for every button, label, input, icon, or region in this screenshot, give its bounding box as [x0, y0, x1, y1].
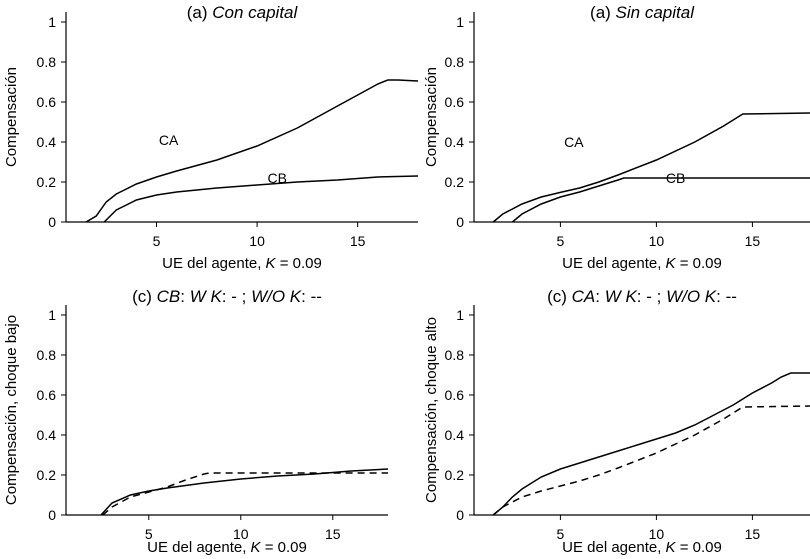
x-tick-label: 15 [745, 526, 761, 542]
y-tick-label: 0.8 [445, 347, 465, 363]
x-axis-label-italic: K [666, 539, 677, 556]
series-annotation: CB [666, 170, 685, 186]
series-line-w-o-k [102, 472, 388, 516]
chart-title-part-1: CB [157, 287, 181, 306]
x-tick-label: 5 [557, 526, 565, 542]
chart-title-part-0: (c) [547, 287, 572, 306]
y-tick-label: 1 [48, 307, 56, 323]
chart-title: (c) CB: W K: - ; W/O K: -- [132, 287, 322, 306]
chart-title-part-6: : -- [716, 287, 737, 306]
y-tick-label: 0.6 [445, 387, 465, 403]
chart-title-part-2: : [595, 287, 604, 306]
y-tick-label: 0.8 [37, 347, 57, 363]
x-axis-label-prefix: UE del agente, [562, 255, 665, 272]
x-axis-label: UE del agente, K = 0.09 [147, 539, 307, 556]
y-tick-label: 0 [48, 214, 56, 230]
x-tick-label: 10 [649, 233, 665, 249]
x-axis-label: UE del agente, K = 0.09 [562, 255, 722, 272]
chart-title-italic: Sin capital [616, 3, 696, 22]
chart-title-part-5: W/O K [666, 287, 717, 306]
series-annotation: CA [564, 134, 584, 150]
x-tick-label: 15 [350, 233, 366, 249]
x-axis-label: UE del agente, K = 0.09 [562, 539, 722, 556]
chart-title: (a) Sin capital [590, 3, 695, 22]
x-tick-label: 15 [325, 526, 341, 542]
y-tick-label: 0.8 [37, 54, 57, 70]
chart-title: (c) CA: W K: - ; W/O K: -- [547, 287, 737, 306]
x-axis-label-prefix: UE del agente, [147, 539, 250, 556]
chart-title-part-0: (c) [132, 287, 157, 306]
series-annotation: CA [159, 132, 179, 148]
chart-panel-4: (c) CA: W K: - ; W/O K: -- 0 0.2 0.4 0.6 0.8 1… [423, 287, 810, 556]
chart-panel-3: (c) CB: W K: - ; W/O K: -- 0 0.2 0.4 0.6 0.8 1… [3, 287, 389, 556]
y-tick-label: 0 [456, 507, 464, 523]
x-tick-label: 15 [745, 233, 761, 249]
x-axis-label-suffix: = 0.09 [276, 255, 322, 272]
series-line-w-k [100, 468, 389, 516]
chart-title-prefix: (a) [187, 3, 213, 22]
x-axis-label-suffix: = 0.09 [261, 539, 307, 556]
y-tick-label: 0.2 [445, 467, 465, 483]
y-axis-label: Compensación, choque bajo [3, 315, 20, 505]
chart-title-part-4: : - ; [222, 287, 251, 306]
y-axis-label: Compensación [3, 67, 20, 167]
y-tick-label: 0.4 [445, 134, 465, 150]
y-tick-label: 0 [48, 507, 56, 523]
y-tick-label: 1 [48, 14, 56, 30]
y-tick-label: 0.4 [445, 427, 465, 443]
y-tick-label: 0.2 [37, 174, 57, 190]
x-tick-label: 5 [153, 233, 161, 249]
x-axis-label-suffix: = 0.09 [676, 255, 722, 272]
series-line-w-o-k [492, 405, 810, 516]
series-line-ca [492, 112, 810, 223]
x-axis-label-prefix: UE del agente, [562, 539, 665, 556]
x-axis-label: UE del agente, K = 0.09 [162, 255, 322, 272]
x-tick-label: 5 [145, 526, 153, 542]
chart-title: (a) Con capital [187, 3, 299, 22]
x-tick-label: 10 [249, 233, 265, 249]
x-tick-label: 5 [557, 233, 565, 249]
y-tick-label: 0.8 [445, 54, 465, 70]
y-tick-label: 0.6 [37, 387, 57, 403]
y-tick-label: 1 [456, 307, 464, 323]
chart-title-italic: Con capital [212, 3, 298, 22]
x-tick-label: 10 [233, 526, 249, 542]
series-line-w-k [492, 372, 810, 516]
y-tick-label: 0.2 [445, 174, 465, 190]
x-axis-label-prefix: UE del agente, [162, 255, 265, 272]
y-axis-label: Compensación [423, 67, 440, 167]
chart-title-part-3: W K [190, 287, 223, 306]
y-tick-label: 0.6 [37, 94, 57, 110]
series-line-ca [85, 79, 419, 223]
x-axis-label-italic: K [266, 255, 277, 272]
y-tick-label: 0.4 [37, 134, 57, 150]
chart-title-part-6: : -- [301, 287, 322, 306]
series-annotation: CB [267, 170, 286, 186]
y-tick-label: 1 [456, 14, 464, 30]
chart-title-part-4: : - ; [637, 287, 666, 306]
x-tick-label: 10 [649, 526, 665, 542]
chart-title-part-2: : [180, 287, 189, 306]
series-line-cb [511, 177, 810, 223]
y-tick-label: 0.4 [37, 427, 57, 443]
y-tick-label: 0.6 [445, 94, 465, 110]
x-axis-label-italic: K [251, 539, 262, 556]
y-tick-label: 0 [456, 214, 464, 230]
chart-title-part-3: W K [605, 287, 638, 306]
y-tick-label: 0.2 [37, 467, 57, 483]
x-axis-label-italic: K [666, 255, 677, 272]
chart-title-part-1: CA [572, 287, 596, 306]
x-axis-label-suffix: = 0.09 [676, 539, 722, 556]
chart-title-prefix: (a) [590, 3, 616, 22]
series-line-cb [103, 175, 419, 223]
chart-title-part-5: W/O K [251, 287, 302, 306]
y-axis-label: Compensación, choque alto [423, 317, 440, 503]
